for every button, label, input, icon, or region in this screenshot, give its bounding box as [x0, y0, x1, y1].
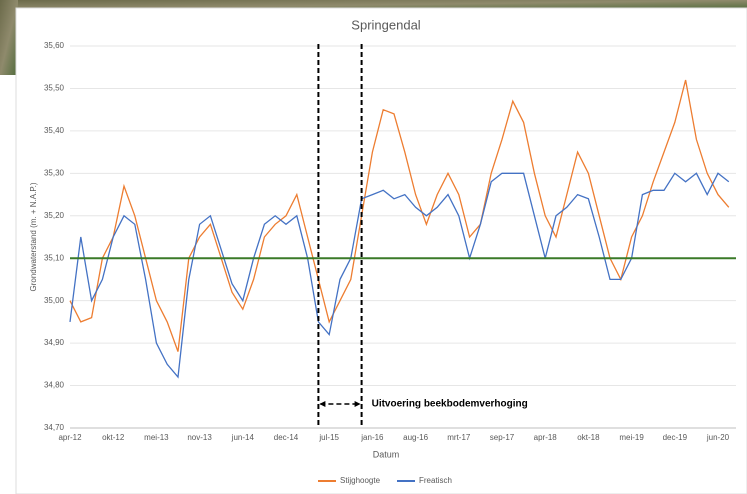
legend-label: Stijghoogte [340, 476, 381, 485]
x-tick-label: nov-13 [187, 433, 212, 442]
y-tick-label: 35,20 [44, 211, 65, 220]
x-tick-label: dec-19 [663, 433, 688, 442]
x-axis-label: Datum [373, 449, 400, 459]
x-tick-label: jun-20 [706, 433, 730, 442]
y-tick-label: 34,90 [44, 338, 65, 347]
x-tick-label: mei-19 [619, 433, 644, 442]
y-tick-label: 35,00 [44, 296, 65, 305]
y-tick-label: 35,10 [44, 253, 65, 262]
y-tick-label: 35,30 [44, 168, 65, 177]
y-axis-label: Grondwaterstand (m. + N.A.P.) [29, 182, 38, 291]
chart-card [16, 8, 747, 494]
y-tick-label: 35,60 [44, 41, 65, 50]
y-tick-label: 35,50 [44, 84, 65, 93]
x-tick-label: aug-16 [403, 433, 428, 442]
photo-strip [0, 0, 18, 75]
x-tick-label: mei-13 [144, 433, 169, 442]
chart: Springendal Datum Grondwaterstand (m. + … [0, 0, 747, 494]
y-tick-label: 35,40 [44, 126, 65, 135]
x-tick-label: okt-12 [102, 433, 125, 442]
x-tick-label: okt-18 [577, 433, 600, 442]
x-tick-label: mrt-17 [447, 433, 471, 442]
annotation-text: Uitvoering beekbodemverhoging [372, 399, 528, 410]
x-tick-label: sep-17 [490, 433, 515, 442]
x-tick-label: jul-15 [318, 433, 339, 442]
y-tick-label: 34,70 [44, 423, 65, 432]
x-tick-label: apr-12 [58, 433, 82, 442]
y-tick-label: 34,80 [44, 381, 65, 390]
x-tick-label: jan-16 [360, 433, 384, 442]
x-tick-label: jun-14 [231, 433, 255, 442]
x-tick-label: dec-14 [274, 433, 299, 442]
legend-label: Freatisch [419, 476, 452, 485]
chart-title: Springendal [351, 17, 420, 32]
x-tick-label: apr-18 [534, 433, 558, 442]
